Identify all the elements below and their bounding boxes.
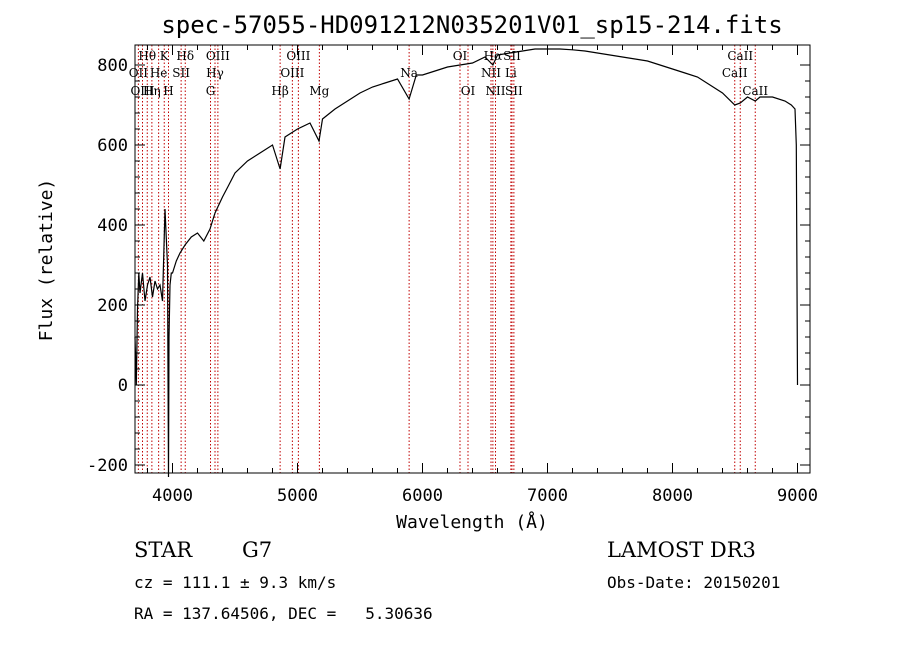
- line-label-2: OIII: [130, 84, 154, 98]
- line-label-22: Li: [505, 66, 517, 80]
- line-label-19: Hα: [484, 49, 503, 63]
- y-tick-label-4: 600: [97, 136, 128, 156]
- x-tick-label-4: 8000: [652, 486, 693, 506]
- redshift-cz: cz = 111.1 ± 9.3 km/s: [134, 573, 337, 592]
- line-label-0: Hθ: [138, 49, 156, 63]
- line-label-16: Na: [400, 66, 418, 80]
- line-label-4: He: [150, 66, 168, 80]
- line-label-9: OIII: [206, 49, 230, 63]
- line-label-27: CaII: [742, 84, 768, 98]
- line-label-13: OIII: [286, 49, 310, 63]
- x-tick-label-0: 4000: [152, 486, 193, 506]
- obs-date: Obs-Date: 20150201: [607, 573, 781, 592]
- x-tick-label-3: 7000: [527, 486, 568, 506]
- line-label-18: OI: [461, 84, 476, 98]
- y-tick-label-3: 400: [97, 216, 128, 236]
- x-axis: 4000 5000 6000 7000 8000 9000: [147, 45, 818, 506]
- line-label-26: CaII: [722, 66, 748, 80]
- x-axis-label: Wavelength (Å): [396, 511, 548, 533]
- y-axis-label: Flux (relative): [36, 179, 57, 342]
- line-label-7: H: [163, 84, 173, 98]
- line-label-14: OIII: [280, 66, 304, 80]
- line-label-1: OII: [129, 66, 149, 80]
- spectrum-line: [134, 48, 799, 478]
- line-label-15: Mg: [309, 84, 329, 98]
- coordinates: RA = 137.64506, DEC = 5.30636: [134, 604, 433, 623]
- line-label-6: SII: [172, 66, 190, 80]
- x-tick-label-2: 6000: [402, 486, 443, 506]
- x-tick-label-1: 5000: [277, 486, 318, 506]
- line-label-5: K: [160, 49, 170, 63]
- y-tick-label-0: -200: [87, 456, 128, 476]
- y-tick-label-1: 0: [118, 376, 128, 396]
- line-label-24: SII: [505, 84, 523, 98]
- line-label-23: NII: [486, 84, 506, 98]
- line-label-25: CaII: [727, 49, 753, 63]
- line-label-3: Hη: [143, 84, 161, 98]
- line-label-11: G: [206, 84, 216, 98]
- y-tick-label-5: 800: [97, 56, 128, 76]
- line-label-12: Hβ: [271, 84, 288, 98]
- chart-title: spec-57055-HD091212N035201V01_sp15-214.f…: [161, 11, 782, 39]
- x-tick-label-5: 9000: [777, 486, 818, 506]
- y-tick-label-2: 200: [97, 296, 128, 316]
- plot-frame: [134, 44, 811, 474]
- line-label-8: Hδ: [176, 49, 194, 63]
- line-label-17: OI: [453, 49, 468, 63]
- y-axis: -200 0 200 400 600 800: [87, 56, 810, 476]
- object-type: STAR: [134, 538, 193, 562]
- line-label-21: NII: [481, 66, 501, 80]
- survey-name: LAMOST DR3: [607, 538, 756, 562]
- subclass: G7: [242, 538, 273, 562]
- line-markers: [137, 45, 756, 473]
- line-label-10: Hγ: [206, 66, 224, 80]
